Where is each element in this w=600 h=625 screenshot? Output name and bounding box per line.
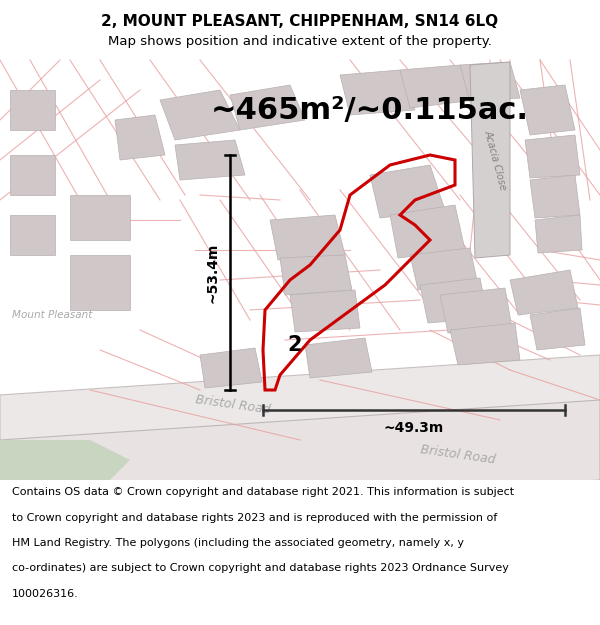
Text: Map shows position and indicative extent of the property.: Map shows position and indicative extent…: [108, 35, 492, 48]
Polygon shape: [200, 348, 262, 388]
Polygon shape: [370, 165, 445, 218]
Polygon shape: [340, 70, 415, 115]
Polygon shape: [530, 175, 580, 218]
Polygon shape: [420, 278, 488, 323]
Polygon shape: [270, 215, 345, 260]
Polygon shape: [440, 288, 512, 333]
Polygon shape: [70, 255, 130, 310]
Polygon shape: [530, 308, 585, 350]
Polygon shape: [0, 440, 130, 500]
Text: co-ordinates) are subject to Crown copyright and database rights 2023 Ordnance S: co-ordinates) are subject to Crown copyr…: [12, 563, 509, 573]
Polygon shape: [390, 205, 465, 258]
Text: Bristol Road: Bristol Road: [420, 443, 497, 467]
Text: HM Land Registry. The polygons (including the associated geometry, namely x, y: HM Land Registry. The polygons (includin…: [12, 538, 464, 548]
Polygon shape: [400, 65, 475, 108]
Polygon shape: [0, 400, 600, 520]
Text: ~465m²/~0.115ac.: ~465m²/~0.115ac.: [211, 96, 529, 124]
Polygon shape: [525, 135, 580, 178]
Polygon shape: [10, 90, 55, 130]
Polygon shape: [450, 323, 520, 365]
Polygon shape: [280, 255, 352, 295]
Polygon shape: [410, 248, 478, 290]
Text: 2, MOUNT PLEASANT, CHIPPENHAM, SN14 6LQ: 2, MOUNT PLEASANT, CHIPPENHAM, SN14 6LQ: [101, 14, 499, 29]
Polygon shape: [535, 215, 582, 253]
Polygon shape: [290, 290, 360, 332]
Text: 100026316.: 100026316.: [12, 589, 79, 599]
Text: Bristol Road: Bristol Road: [195, 393, 272, 417]
Polygon shape: [70, 195, 130, 240]
Text: ~49.3m: ~49.3m: [384, 421, 444, 435]
Polygon shape: [10, 155, 55, 195]
Text: ~53.4m: ~53.4m: [205, 242, 219, 302]
Polygon shape: [0, 355, 600, 460]
Text: 2: 2: [288, 335, 302, 355]
Polygon shape: [115, 115, 165, 160]
Text: to Crown copyright and database rights 2023 and is reproduced with the permissio: to Crown copyright and database rights 2…: [12, 512, 497, 522]
Polygon shape: [160, 90, 240, 140]
Polygon shape: [470, 62, 510, 258]
Text: Contains OS data © Crown copyright and database right 2021. This information is : Contains OS data © Crown copyright and d…: [12, 488, 514, 498]
Text: Acacia Close: Acacia Close: [482, 129, 508, 191]
Text: Mount Pleasant: Mount Pleasant: [12, 310, 92, 320]
Polygon shape: [510, 270, 578, 315]
Polygon shape: [175, 140, 245, 180]
Polygon shape: [10, 215, 55, 255]
Polygon shape: [305, 338, 372, 378]
Polygon shape: [230, 85, 305, 130]
Polygon shape: [520, 85, 575, 135]
Polygon shape: [460, 62, 520, 102]
